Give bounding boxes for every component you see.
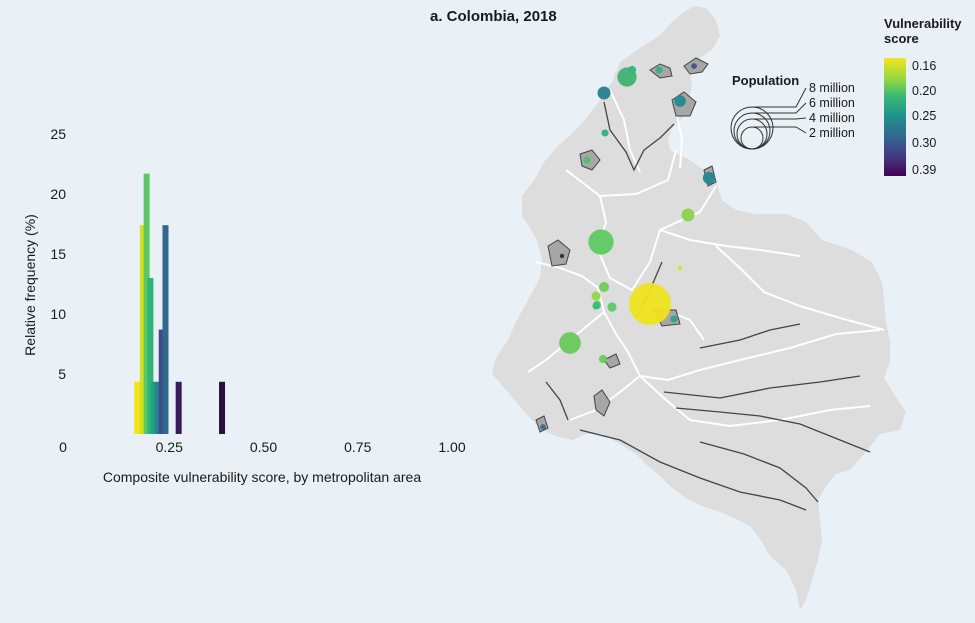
metro-circle <box>583 156 591 164</box>
population-legend-circle <box>740 126 764 150</box>
chart-title: a. Colombia, 2018 <box>430 8 557 25</box>
histogram-bar <box>151 381 158 434</box>
vulnerability-legend-label: 0.25 <box>912 109 936 123</box>
metro-circle <box>674 95 686 107</box>
metro-circle <box>670 315 678 323</box>
x-tick-label: 1.00 <box>438 439 465 455</box>
population-legend-leader <box>754 87 807 108</box>
histogram-bar <box>143 173 150 434</box>
metro-circle <box>540 424 546 430</box>
histogram-bar <box>162 225 169 434</box>
metro-circle <box>655 66 663 74</box>
x-axis-label: Composite vulnerability score, by metrop… <box>103 469 421 485</box>
metro-circle <box>559 332 581 354</box>
population-legend-label: 6 million <box>809 96 855 110</box>
y-tick-label: 20 <box>50 186 66 202</box>
vulnerability-legend-label: 0.16 <box>912 59 936 73</box>
population-legend-leader <box>754 117 807 120</box>
x-tick-label: 0.75 <box>344 439 371 455</box>
y-tick-label: 5 <box>58 366 66 382</box>
metro-circle <box>681 208 695 222</box>
metro-circle <box>598 281 610 293</box>
population-legend-leader <box>754 126 807 134</box>
x-tick-label: 0.50 <box>250 439 277 455</box>
vulnerability-legend-label: 0.20 <box>912 84 936 98</box>
x-ticks: 0 0.25 0.50 0.75 1.00 <box>59 439 466 455</box>
y-tick-label: 25 <box>50 126 66 142</box>
y-tick-label: 10 <box>50 306 66 322</box>
y-tick-label: 15 <box>50 246 66 262</box>
histogram-bar <box>139 225 146 434</box>
vulnerability-legend-label: 0.39 <box>912 163 936 177</box>
metro-circle <box>702 171 716 185</box>
population-legend-label: 8 million <box>809 81 855 95</box>
metro-circle <box>629 283 671 325</box>
histogram-bar <box>154 381 161 434</box>
y-axis-label: Relative frequency (%) <box>22 214 38 356</box>
metro-circle <box>598 354 608 364</box>
metro-circle <box>588 229 614 255</box>
population-legend-label: 2 million <box>809 126 855 140</box>
metro-circle <box>601 129 609 137</box>
histogram-bar <box>134 381 141 434</box>
metro-circle <box>597 86 611 100</box>
metro-circle <box>559 253 565 259</box>
population-legend-leader <box>754 102 807 114</box>
histogram-bars <box>134 173 226 434</box>
x-tick-label: 0.25 <box>156 439 183 455</box>
metro-circle <box>677 265 683 271</box>
metro-circle <box>592 302 600 310</box>
x-tick-label: 0 <box>59 439 67 455</box>
vulnerability-legend-title: Vulnerability <box>884 16 962 31</box>
metro-circle <box>627 65 637 75</box>
histogram-bar <box>147 278 154 434</box>
population-legend-title: Population <box>732 73 799 88</box>
histogram-bar <box>219 381 226 434</box>
histogram-bar <box>158 329 165 434</box>
histogram-bar <box>175 381 182 434</box>
vulnerability-colorbar <box>884 58 906 176</box>
metro-circle <box>691 63 697 69</box>
vulnerability-legend-label: 0.30 <box>912 136 936 150</box>
y-ticks: 5 10 15 20 25 <box>50 126 66 382</box>
metro-circle <box>607 302 617 312</box>
vulnerability-legend-labels: 0.16 0.20 0.25 0.30 0.39 <box>912 59 936 177</box>
metro-circles <box>540 63 716 430</box>
population-legend-circle <box>733 112 771 150</box>
population-legend-label: 4 million <box>809 111 855 125</box>
vulnerability-legend-title-line2: score <box>884 31 919 46</box>
metro-circle <box>591 291 601 301</box>
